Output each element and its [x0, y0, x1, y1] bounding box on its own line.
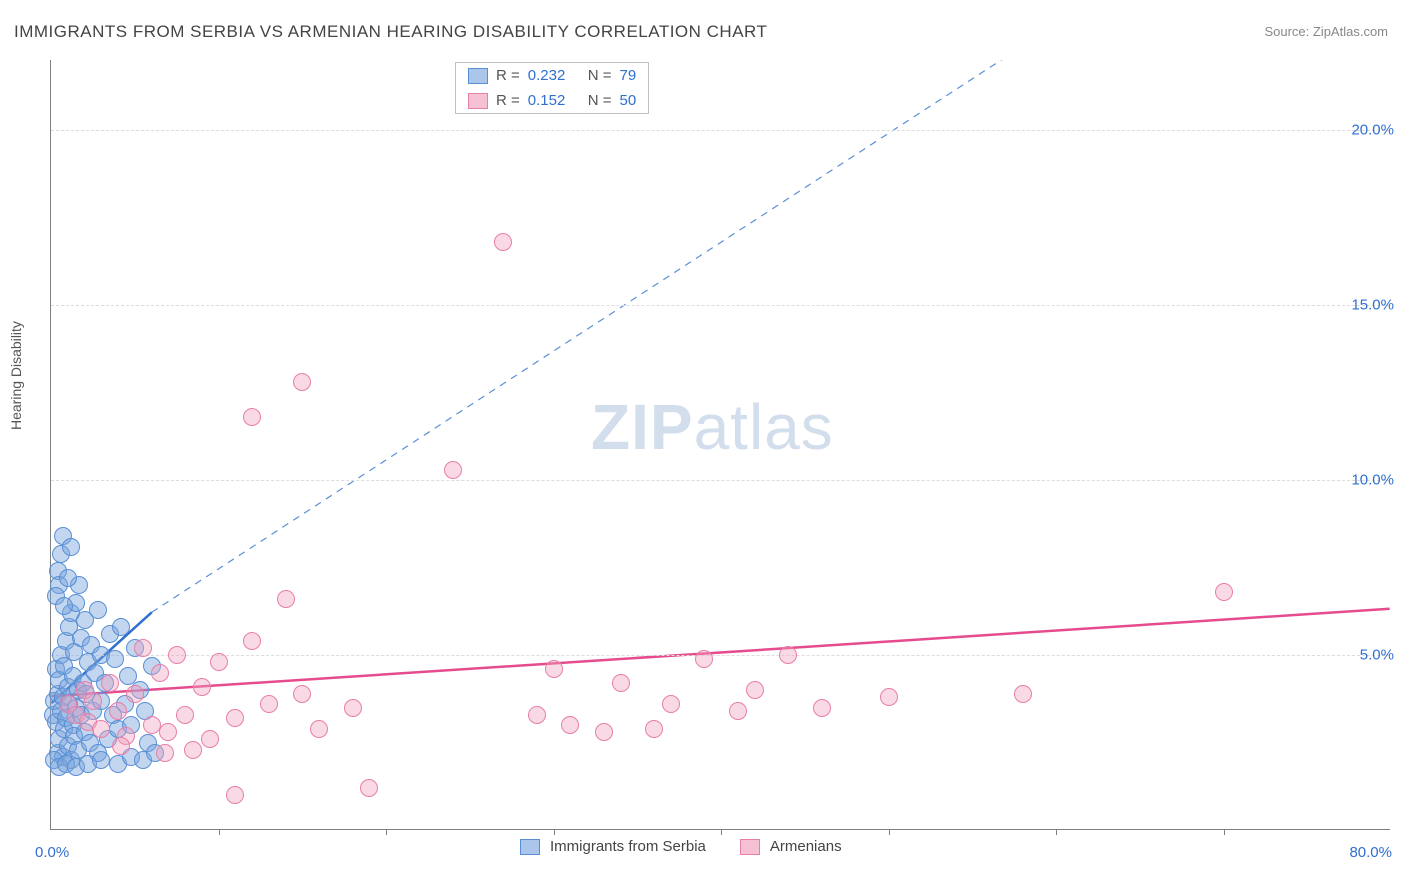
armenia-point: [545, 660, 563, 678]
serbia-point: [89, 601, 107, 619]
armenia-point: [293, 685, 311, 703]
gridline: [51, 305, 1390, 306]
n-label: N =: [588, 67, 612, 84]
armenia-point: [101, 674, 119, 692]
armenia-point: [210, 653, 228, 671]
y-tick-label: 10.0%: [1351, 472, 1394, 489]
armenia-point: [344, 699, 362, 717]
armenia-point: [494, 233, 512, 251]
armenia-point: [277, 590, 295, 608]
armenia-point: [561, 716, 579, 734]
armenia-point: [729, 702, 747, 720]
gridline: [51, 655, 1390, 656]
armenia-point: [184, 741, 202, 759]
armenia-point: [595, 723, 613, 741]
armenia-legend-label: Armenians: [770, 838, 842, 855]
serbia-legend-label: Immigrants from Serbia: [550, 838, 706, 855]
watermark-bold: ZIP: [591, 391, 694, 463]
legend-row-serbia: R = 0.232 N = 79: [456, 63, 648, 88]
x-tick: [1224, 829, 1225, 835]
r-label: R =: [496, 67, 520, 84]
n-value: 50: [620, 92, 637, 109]
serbia-swatch-icon: [468, 68, 488, 84]
x-tick: [386, 829, 387, 835]
armenia-point: [612, 674, 630, 692]
armenia-point: [1215, 583, 1233, 601]
armenia-point: [92, 720, 110, 738]
armenia-point: [201, 730, 219, 748]
armenia-point: [193, 678, 211, 696]
x-tick: [219, 829, 220, 835]
armenia-point: [226, 709, 244, 727]
armenia-point: [243, 632, 261, 650]
r-label: R =: [496, 92, 520, 109]
armenia-point: [813, 699, 831, 717]
armenia-point: [159, 723, 177, 741]
armenia-point: [151, 664, 169, 682]
chart-title: IMMIGRANTS FROM SERBIA VS ARMENIAN HEARI…: [14, 22, 767, 42]
correlation-legend: R = 0.232 N = 79 R = 0.152 N = 50: [455, 62, 649, 114]
armenia-point: [880, 688, 898, 706]
y-tick-label: 20.0%: [1351, 122, 1394, 139]
armenia-point: [1014, 685, 1032, 703]
armenia-swatch-icon: [740, 839, 760, 855]
serbia-point: [59, 569, 77, 587]
gridline: [51, 130, 1390, 131]
serbia-point: [92, 751, 110, 769]
armenia-point: [662, 695, 680, 713]
armenia-point: [444, 461, 462, 479]
legend-row-armenia: R = 0.152 N = 50: [456, 88, 648, 113]
x-tick: [1056, 829, 1057, 835]
armenia-point: [746, 681, 764, 699]
armenia-point: [695, 650, 713, 668]
armenia-point: [143, 716, 161, 734]
x-tick: [889, 829, 890, 835]
serbia-point: [106, 650, 124, 668]
n-value: 79: [620, 67, 637, 84]
series-legend: Immigrants from Serbia Armenians: [520, 838, 866, 855]
n-label: N =: [588, 92, 612, 109]
r-value: 0.152: [528, 92, 580, 109]
armenia-point: [112, 737, 130, 755]
serbia-point: [55, 597, 73, 615]
y-axis-label: Hearing Disability: [8, 321, 24, 430]
watermark-thin: atlas: [694, 391, 834, 463]
y-tick-label: 15.0%: [1351, 297, 1394, 314]
armenia-point: [176, 706, 194, 724]
armenia-swatch-icon: [468, 93, 488, 109]
x-axis-max-label: 80.0%: [1349, 844, 1392, 861]
watermark: ZIPatlas: [591, 390, 834, 464]
x-tick: [554, 829, 555, 835]
r-value: 0.232: [528, 67, 580, 84]
gridline: [51, 480, 1390, 481]
x-tick: [721, 829, 722, 835]
armenia-point: [84, 692, 102, 710]
serbia-point: [112, 618, 130, 636]
scatter-plot-area: ZIPatlas: [50, 60, 1390, 830]
armenia-point: [168, 646, 186, 664]
serbia-swatch-icon: [520, 839, 540, 855]
armenia-point: [260, 695, 278, 713]
source-attribution: Source: ZipAtlas.com: [1264, 24, 1388, 39]
armenia-point: [360, 779, 378, 797]
armenia-point: [310, 720, 328, 738]
armenia-point: [109, 702, 127, 720]
armenia-point: [226, 786, 244, 804]
x-axis-min-label: 0.0%: [35, 844, 69, 861]
armenia-point: [243, 408, 261, 426]
armenia-point: [134, 639, 152, 657]
armenia-point: [645, 720, 663, 738]
armenia-point: [528, 706, 546, 724]
armenia-point: [779, 646, 797, 664]
armenia-point: [293, 373, 311, 391]
armenia-point: [126, 685, 144, 703]
armenia-point: [156, 744, 174, 762]
y-tick-label: 5.0%: [1360, 647, 1394, 664]
serbia-point: [62, 538, 80, 556]
